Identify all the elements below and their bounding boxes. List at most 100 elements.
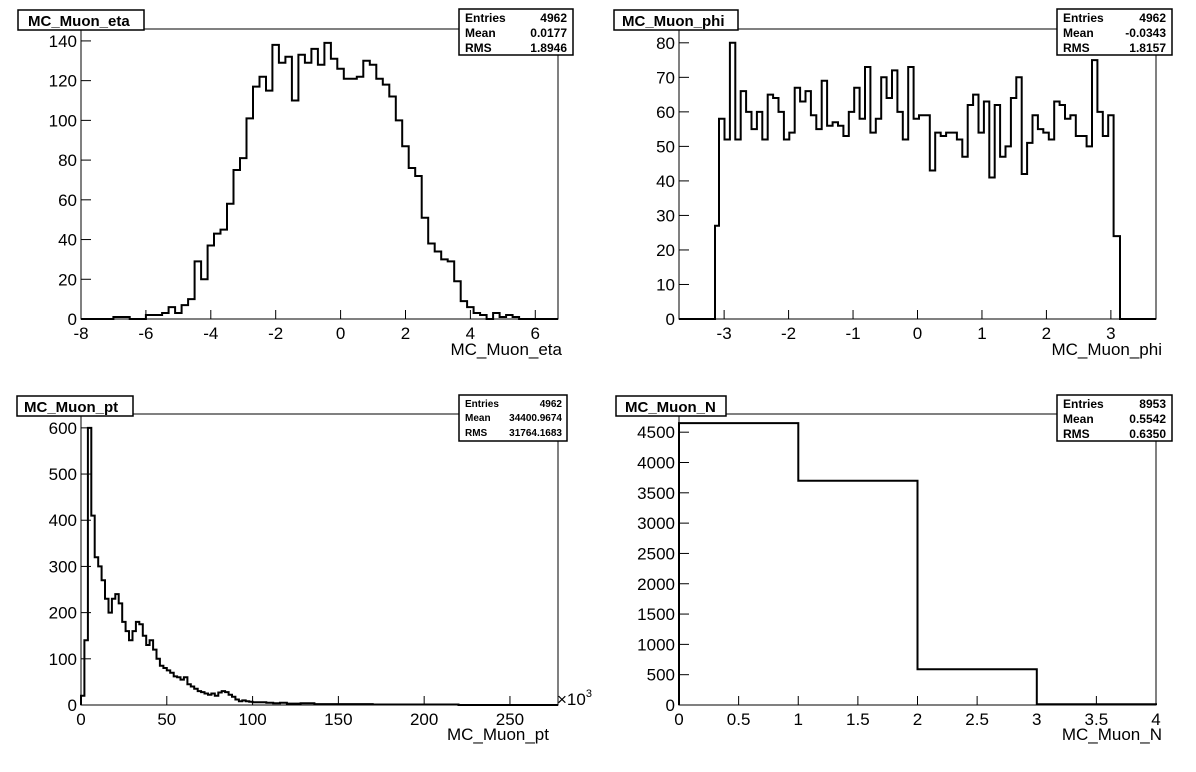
x-tick-label: 50	[157, 710, 176, 729]
x-axis-multiplier: ×103	[557, 688, 592, 709]
x-axis-label: MC_Muon_phi	[1051, 340, 1162, 359]
plot-frame	[80, 28, 559, 320]
x-tick-label: 1.5	[846, 710, 870, 729]
y-tick-label: 3500	[637, 484, 675, 503]
x-tick-label: -1	[845, 324, 860, 343]
title-box	[613, 9, 739, 31]
y-ticks: 0 500 1000 1500 2000 2500 3000 3500 4000 4500	[637, 423, 689, 715]
y-tick-label: 140	[49, 32, 77, 51]
stat-entries-label: Entries	[1063, 397, 1104, 411]
y-tick-label: 400	[49, 511, 77, 530]
panel-mc-muon-eta: -8 -6 -4 -2 0 2 4 6 0 20 40 60 80 100 120 140 MC_Muon_…	[17, 8, 574, 359]
y-tick-label: 600	[49, 419, 77, 438]
x-tick-label: 0	[674, 710, 683, 729]
stat-rms-label: RMS	[1063, 427, 1090, 441]
x-axis-label: MC_Muon_N	[1062, 725, 1162, 744]
stat-rms-value: 0.6350	[1129, 427, 1166, 441]
y-tick-label: 4500	[637, 423, 675, 442]
stat-rms-value: 1.8157	[1129, 41, 1166, 55]
stat-mean-value: 0.5542	[1129, 412, 1166, 426]
y-tick-label: 500	[49, 465, 77, 484]
stats-box-frame	[1056, 394, 1173, 442]
stat-mean-label: Mean	[465, 413, 491, 424]
y-ticks: 0 10 20 30 40 50 60 70 80	[656, 34, 689, 329]
x-ticks: -8 -6 -4 -2 0 2 4 6	[73, 310, 540, 343]
stat-entries-value: 4962	[540, 399, 563, 410]
x-tick-label: 4	[466, 324, 475, 343]
plot-frame	[678, 28, 1157, 320]
y-tick-label: 0	[666, 310, 675, 329]
y-ticks: 0 20 40 60 80 100 120 140	[49, 32, 91, 329]
y-tick-label: 60	[656, 103, 675, 122]
x-tick-label: -2	[781, 324, 796, 343]
y-tick-label: 100	[49, 111, 77, 130]
stats-box: Entries 4962 Mean 34400.9674 RMS 31764.1…	[458, 394, 568, 442]
y-tick-label: 40	[58, 231, 77, 250]
chart-title: MC_Muon_eta	[28, 13, 130, 30]
y-tick-label: 120	[49, 72, 77, 91]
x-tick-label: 0.5	[727, 710, 751, 729]
stats-box-frame	[458, 8, 574, 56]
stats-box: Entries 8953 Mean 0.5542 RMS 0.6350	[1056, 394, 1173, 442]
y-tick-label: 80	[656, 34, 675, 53]
x-tick-label: 3	[1032, 710, 1041, 729]
stat-mean-label: Mean	[465, 26, 496, 40]
y-tick-label: 100	[49, 650, 77, 669]
x-tick-label: 250	[496, 710, 524, 729]
stat-entries-label: Entries	[465, 11, 506, 25]
stat-rms-label: RMS	[1063, 41, 1090, 55]
y-tick-label: 0	[68, 310, 77, 329]
x-tick-label: 0	[336, 324, 345, 343]
x-tick-label: -8	[73, 324, 88, 343]
stat-rms-label: RMS	[465, 428, 488, 439]
y-tick-label: 1500	[637, 605, 675, 624]
x-tick-label: 0	[76, 710, 85, 729]
x-tick-label: 100	[238, 710, 266, 729]
y-tick-label: 2000	[637, 575, 675, 594]
histogram-line-n	[678, 422, 1157, 706]
x-tick-label: 4	[1151, 710, 1160, 729]
x-tick-label: -2	[268, 324, 283, 343]
stat-mean-label: Mean	[1063, 26, 1094, 40]
y-tick-label: 200	[49, 604, 77, 623]
y-tick-label: 30	[656, 206, 675, 225]
stat-mean-label: Mean	[1063, 412, 1094, 426]
y-tick-label: 50	[656, 137, 675, 156]
stats-box-frame	[1056, 8, 1173, 56]
y-tick-label: 40	[656, 172, 675, 191]
y-ticks: 0 100 200 300 400 500 600	[49, 419, 91, 715]
stat-entries-value: 4962	[1139, 11, 1166, 25]
x-tick-label: 2	[1042, 324, 1051, 343]
chart-title: MC_Muon_phi	[622, 13, 725, 30]
panel-mc-muon-phi: -3 -2 -1 0 1 2 3 0 10 20 30 40 50 60 70 80 MC_Muon_phi…	[613, 8, 1173, 359]
x-tick-label: 3	[1106, 324, 1115, 343]
stats-box-frame	[458, 394, 568, 442]
stat-rms-value: 1.8946	[530, 41, 567, 55]
histogram-line-pt	[80, 426, 558, 706]
x-tick-label: 0	[913, 324, 922, 343]
x-tick-label: -6	[138, 324, 153, 343]
x-axis-label: MC_Muon_pt	[447, 725, 549, 744]
y-tick-label: 1000	[637, 635, 675, 654]
y-tick-label: 20	[58, 270, 77, 289]
x-tick-label: 2.5	[965, 710, 989, 729]
chart-title: MC_Muon_pt	[24, 399, 118, 416]
stat-entries-value: 4962	[540, 11, 567, 25]
x-tick-label: 3.5	[1085, 710, 1109, 729]
title-box	[615, 395, 727, 417]
x-tick-label: 150	[324, 710, 352, 729]
x-ticks: 0 50 100 150 200 250	[76, 696, 524, 729]
y-tick-label: 2500	[637, 544, 675, 563]
y-tick-label: 300	[49, 557, 77, 576]
x-axis-multiplier-exponent: 3	[586, 688, 592, 700]
chart-title: MC_Muon_N	[625, 399, 716, 416]
y-tick-label: 10	[656, 275, 675, 294]
x-tick-label: -4	[203, 324, 218, 343]
x-tick-label: -3	[717, 324, 732, 343]
title-box	[16, 395, 134, 417]
stat-mean-value: 0.0177	[530, 26, 567, 40]
x-tick-label: 1	[794, 710, 803, 729]
x-tick-label: 6	[531, 324, 540, 343]
